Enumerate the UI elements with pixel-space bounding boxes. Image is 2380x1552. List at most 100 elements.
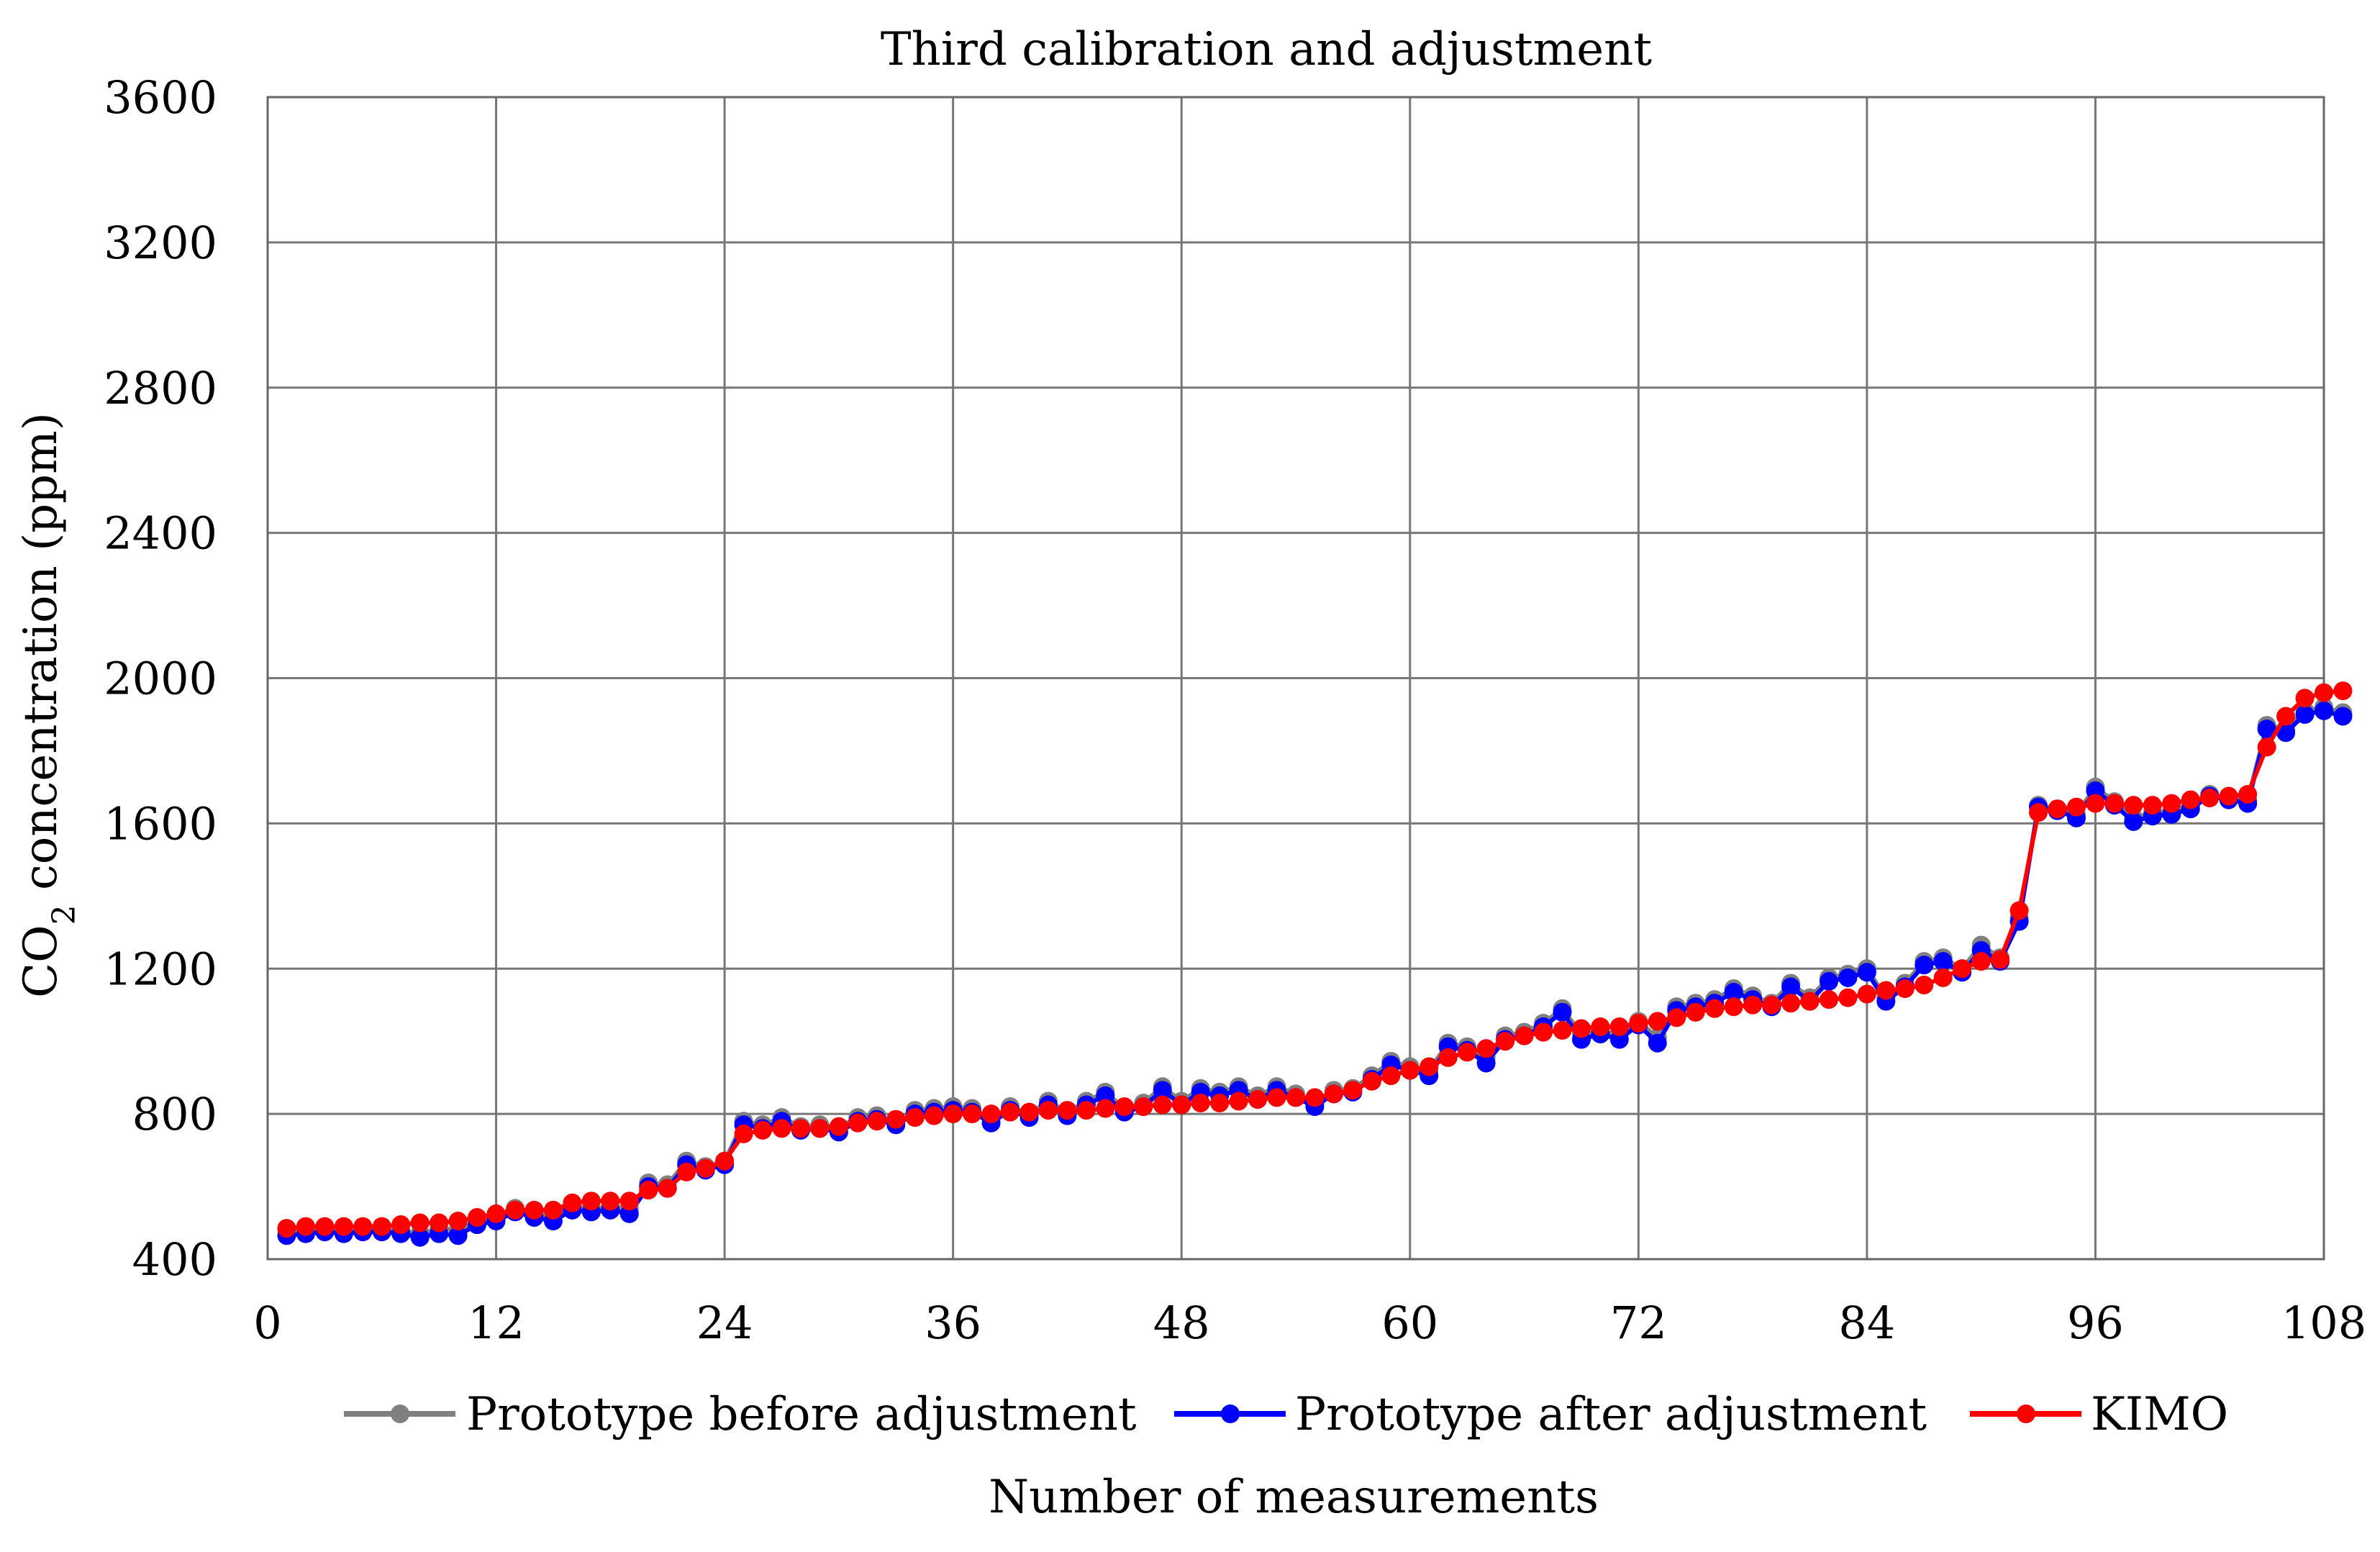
data-point-kimo xyxy=(677,1162,696,1181)
data-point-kimo xyxy=(658,1179,677,1198)
legend-marker-kimo xyxy=(2017,1404,2035,1423)
y-tick-labels: 400 800 1200 1600 2000 2400 2800 3200 3600 xyxy=(104,71,217,1286)
data-point-kimo xyxy=(2219,786,2238,806)
x-tick-labels: 0 12 24 36 48 60 72 84 96 108 xyxy=(253,1297,2366,1349)
data-point-kimo xyxy=(1362,1071,1381,1091)
data-point-kimo xyxy=(1648,1012,1667,1031)
grid-layer xyxy=(266,96,2325,1261)
data-point-kimo xyxy=(1191,1093,1210,1112)
data-point-kimo xyxy=(2162,794,2181,813)
x-tick-label: 72 xyxy=(1610,1297,1667,1349)
data-point-kimo xyxy=(353,1217,373,1236)
data-point-kimo xyxy=(1933,968,1953,987)
data-point-prototype-after-adjustment xyxy=(1476,1053,1496,1073)
data-point-kimo xyxy=(2086,794,2105,813)
data-point-kimo xyxy=(1420,1057,1439,1076)
data-point-kimo xyxy=(1324,1084,1343,1104)
data-point-kimo xyxy=(734,1124,753,1143)
data-point-kimo xyxy=(334,1217,353,1236)
y-axis-label: CO2 concentration (ppm) xyxy=(14,412,83,998)
data-point-prototype-after-adjustment xyxy=(2257,720,2276,739)
x-tick-label: 60 xyxy=(1381,1297,1438,1349)
data-point-kimo xyxy=(848,1113,868,1133)
data-point-kimo xyxy=(1629,1013,1648,1033)
data-point-kimo xyxy=(1476,1039,1496,1058)
legend-marker-prototype-after-adjustment xyxy=(1221,1404,1240,1423)
data-point-kimo xyxy=(1267,1088,1286,1107)
x-tick-label: 0 xyxy=(253,1297,281,1349)
data-point-kimo xyxy=(2009,901,2029,920)
data-point-kimo xyxy=(943,1104,963,1124)
data-point-kimo xyxy=(1458,1043,1477,1062)
data-point-kimo xyxy=(925,1106,944,1125)
data-point-kimo xyxy=(829,1117,848,1136)
data-point-kimo xyxy=(1781,994,1801,1013)
data-point-kimo xyxy=(1705,999,1725,1018)
data-point-prototype-after-adjustment xyxy=(1781,977,1801,997)
data-point-kimo xyxy=(1058,1101,1077,1120)
data-point-kimo xyxy=(1038,1101,1058,1120)
data-point-kimo xyxy=(315,1217,335,1236)
data-point-kimo xyxy=(753,1120,773,1140)
data-point-kimo xyxy=(1743,995,1763,1015)
data-point-kimo xyxy=(1381,1066,1401,1086)
y-tick-label: 3200 xyxy=(104,217,217,269)
data-point-kimo xyxy=(372,1217,391,1236)
data-point-kimo xyxy=(867,1112,886,1131)
data-point-kimo xyxy=(2048,799,2067,819)
y-axis-label-main: CO xyxy=(14,925,68,997)
data-point-kimo xyxy=(715,1151,735,1171)
data-point-kimo xyxy=(2257,738,2276,757)
data-point-kimo xyxy=(2029,803,2048,822)
x-tick-label: 108 xyxy=(2281,1297,2366,1349)
x-axis-label: Number of measurements xyxy=(989,1471,1599,1524)
y-tick-label: 800 xyxy=(132,1088,217,1140)
data-point-kimo xyxy=(1076,1101,1096,1120)
data-point-kimo xyxy=(1400,1061,1420,1080)
y-tick-label: 2400 xyxy=(104,507,217,560)
data-point-kimo xyxy=(1571,1019,1591,1038)
y-tick-label: 2800 xyxy=(104,362,217,414)
legend-marker-prototype-before-adjustment xyxy=(391,1404,409,1423)
data-point-kimo xyxy=(2066,797,2086,817)
legend: Prototype before adjustment Prototype aft… xyxy=(344,1388,2228,1441)
data-point-kimo xyxy=(1838,988,1858,1007)
data-point-prototype-after-adjustment xyxy=(2295,704,2315,724)
data-point-kimo xyxy=(810,1119,830,1138)
data-point-kimo xyxy=(391,1215,411,1235)
data-point-kimo xyxy=(296,1217,315,1236)
data-point-kimo xyxy=(1438,1048,1458,1067)
x-tick-label: 12 xyxy=(468,1297,524,1349)
data-point-prototype-after-adjustment xyxy=(1857,963,1876,982)
data-point-kimo xyxy=(430,1213,449,1233)
data-point-kimo xyxy=(1514,1026,1534,1045)
data-point-kimo xyxy=(2124,796,2143,815)
data-point-kimo xyxy=(1496,1032,1515,1051)
data-point-kimo xyxy=(1286,1088,1305,1107)
data-point-kimo xyxy=(581,1192,601,1211)
x-tick-label: 48 xyxy=(1153,1297,1210,1349)
data-point-prototype-after-adjustment xyxy=(1553,1002,1572,1022)
data-point-kimo xyxy=(1609,1017,1629,1036)
y-tick-label: 3600 xyxy=(104,71,217,124)
series-kimo xyxy=(277,681,2353,1238)
data-point-kimo xyxy=(410,1213,430,1233)
series-layer xyxy=(277,681,2353,1247)
data-point-kimo xyxy=(2143,796,2162,815)
data-point-prototype-after-adjustment xyxy=(1153,1081,1172,1100)
data-point-kimo xyxy=(2315,683,2333,702)
data-point-kimo xyxy=(1114,1097,1134,1117)
y-axis-label-rest: concentration (ppm) xyxy=(14,412,68,904)
data-point-kimo xyxy=(1305,1088,1325,1107)
data-point-kimo xyxy=(1172,1095,1191,1115)
data-point-kimo xyxy=(1343,1081,1363,1100)
data-point-kimo xyxy=(486,1204,506,1223)
legend-label-kimo: KIMO xyxy=(2091,1388,2228,1441)
data-point-kimo xyxy=(1895,979,1915,999)
data-point-kimo xyxy=(1248,1089,1268,1109)
data-point-kimo xyxy=(1971,952,1991,971)
data-point-kimo xyxy=(1134,1097,1153,1117)
data-point-kimo xyxy=(1915,975,1934,994)
